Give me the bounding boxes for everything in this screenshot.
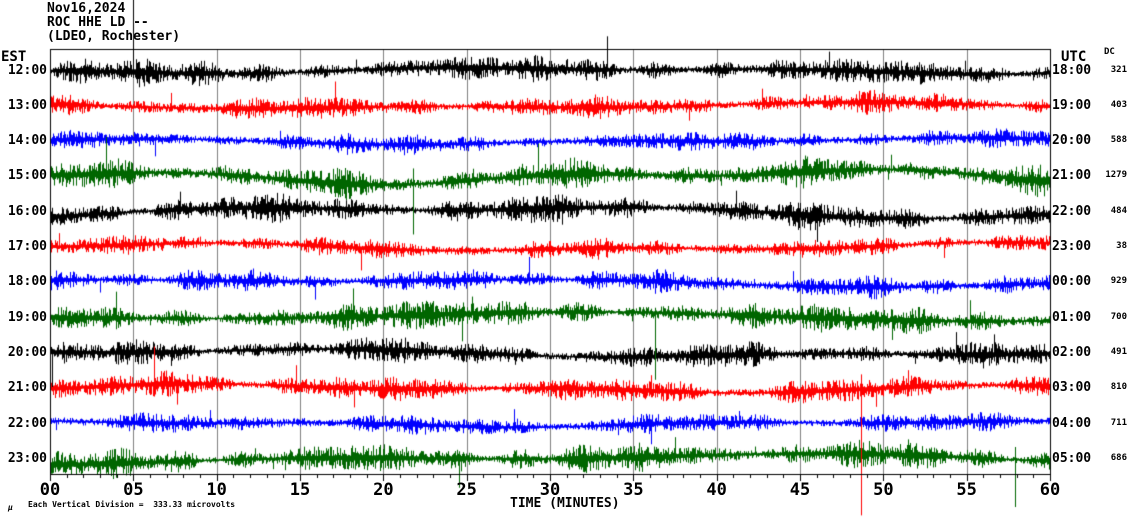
est-time-label: 12:00 <box>7 62 47 78</box>
utc-time-label: 04:00 <box>1052 415 1092 431</box>
dc-offset-value: 711 <box>1110 417 1127 428</box>
x-tick-label: 25 <box>456 480 477 500</box>
x-tick-label: 45 <box>789 480 811 500</box>
est-time-label: 14:00 <box>7 133 47 149</box>
x-tick-label: 15 <box>289 480 311 500</box>
utc-time-label: 02:00 <box>1052 345 1092 361</box>
x-tick-label: 10 <box>206 480 227 500</box>
est-time-label: 23:00 <box>7 451 47 467</box>
x-tick-label: 20 <box>373 480 394 500</box>
dc-offset-value: 321 <box>1110 64 1127 75</box>
title-station: ROC HHE LD -- <box>47 15 149 30</box>
utc-axis-header: UTC <box>1061 49 1087 65</box>
utc-time-label: 23:00 <box>1052 239 1092 255</box>
est-time-label: 17:00 <box>7 239 47 255</box>
utc-time-label: 21:00 <box>1052 168 1092 184</box>
x-tick-label: 50 <box>873 480 894 500</box>
dc-offset-value: 491 <box>1110 347 1127 358</box>
est-time-label: 19:00 <box>7 309 47 325</box>
utc-time-label: 05:00 <box>1052 451 1092 467</box>
utc-time-label: 22:00 <box>1052 203 1092 219</box>
est-time-label: 20:00 <box>7 345 47 361</box>
est-time-label: 16:00 <box>7 203 47 219</box>
dc-offset-value: 929 <box>1110 276 1127 287</box>
est-axis-header: EST <box>1 49 27 65</box>
microvolt-mu-mark: μ <box>8 503 13 512</box>
dc-offset-value: 38 <box>1116 241 1127 252</box>
dc-offset-value: 686 <box>1110 453 1127 464</box>
title-date: Nov16,2024 <box>47 1 126 16</box>
utc-time-label: 03:00 <box>1052 380 1092 396</box>
utc-time-label: 20:00 <box>1052 133 1092 149</box>
vertical-division-scale-note: Each Vertical Division = 333.33 microvol… <box>28 500 236 509</box>
dc-offset-value: 810 <box>1110 382 1127 393</box>
utc-time-label: 00:00 <box>1052 274 1092 290</box>
est-time-label: 13:00 <box>7 97 47 113</box>
x-tick-label: 30 <box>539 480 561 500</box>
est-time-label: 15:00 <box>7 168 47 184</box>
est-time-label: 22:00 <box>7 415 47 431</box>
utc-time-label: 19:00 <box>1052 97 1092 113</box>
x-tick-label: 35 <box>623 480 644 500</box>
dc-axis-header: DC <box>1104 47 1115 57</box>
dc-offset-value: 484 <box>1110 205 1127 216</box>
x-tick-label: 00 <box>39 480 61 500</box>
est-time-label: 21:00 <box>7 380 47 396</box>
x-axis-title: TIME (MINUTES) <box>510 496 620 511</box>
x-tick-label: 05 <box>123 480 144 500</box>
dc-offset-value: 403 <box>1110 99 1127 110</box>
est-time-label: 18:00 <box>7 274 47 290</box>
dc-offset-value: 1279 <box>1105 170 1127 181</box>
dc-offset-value: 588 <box>1110 135 1127 146</box>
x-tick-label: 55 <box>956 480 977 500</box>
x-tick-label: 40 <box>706 480 727 500</box>
x-tick-label: 60 <box>1039 480 1061 500</box>
dc-offset-value: 700 <box>1110 311 1127 322</box>
utc-time-label: 01:00 <box>1052 309 1092 325</box>
title-network: (LDEO, Rochester) <box>47 29 181 44</box>
utc-time-label: 18:00 <box>1052 62 1092 78</box>
